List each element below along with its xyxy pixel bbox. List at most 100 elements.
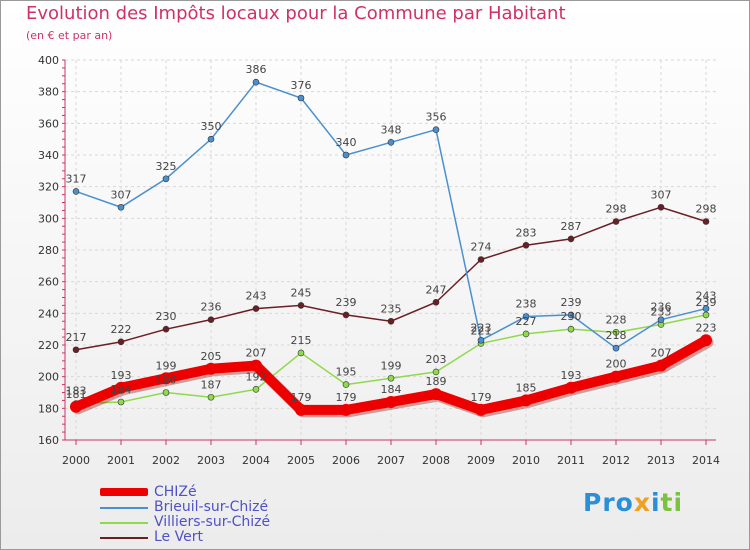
point-le-vert-2007	[387, 317, 395, 325]
x-tick-label-2007: 2007	[377, 454, 405, 467]
data-label-le-vert-2000: 217	[66, 331, 87, 344]
point-chize-2000	[70, 400, 82, 413]
legend-swatch-villiers	[100, 522, 148, 524]
x-tick-label-2004: 2004	[242, 454, 270, 467]
data-label-le-vert-2001: 222	[111, 323, 132, 336]
data-label-chize-2009: 179	[471, 391, 492, 404]
data-label-chize-2008: 189	[426, 375, 447, 388]
data-label-chize-2004: 207	[246, 347, 267, 360]
data-label-brieuil-sur-chize-2001: 307	[111, 188, 132, 201]
data-label-chize-2005: 179	[291, 391, 312, 404]
point-chize-2012	[610, 370, 622, 383]
series-le-vert	[72, 203, 710, 354]
point-chize-2005	[295, 403, 307, 416]
point-brieuil-sur-chize-2000	[72, 188, 80, 195]
x-tick-label-2002: 2002	[152, 454, 180, 467]
y-tick-label-200: 200	[38, 371, 59, 384]
point-le-vert-2010	[522, 241, 530, 249]
point-villiers-sur-chize-2006	[342, 381, 350, 388]
data-label-chize-2011: 193	[561, 369, 582, 382]
data-label-le-vert-2007: 235	[381, 302, 402, 315]
point-brieuil-sur-chize-2006	[342, 151, 350, 159]
point-chize-2014	[700, 334, 712, 347]
point-chize-2010	[520, 394, 532, 407]
data-label-chize-2013: 207	[651, 347, 672, 360]
x-tick-label-2012: 2012	[602, 454, 630, 467]
data-label-chize-2003: 205	[201, 350, 222, 363]
data-label-villiers-sur-chize-2010: 227	[516, 315, 537, 328]
point-chize-2009	[475, 403, 487, 416]
point-villiers-sur-chize-2010	[522, 330, 530, 338]
data-label-le-vert-2011: 287	[561, 220, 582, 233]
point-le-vert-2012	[612, 218, 620, 225]
data-label-villiers-sur-chize-2012: 228	[606, 313, 627, 326]
point-le-vert-2009	[477, 256, 485, 263]
point-le-vert-2013	[657, 203, 665, 211]
data-label-villiers-sur-chize-2002: 190	[156, 374, 177, 387]
point-villiers-sur-chize-2011	[567, 325, 575, 333]
legend-swatch-le-vert	[100, 537, 148, 539]
point-chize-2004	[250, 359, 262, 372]
point-villiers-sur-chize-2007	[387, 374, 395, 382]
data-label-brieuil-sur-chize-2009: 223	[471, 321, 492, 334]
x-tick-label-2011: 2011	[557, 454, 585, 467]
data-label-le-vert-2003: 236	[201, 301, 222, 314]
data-label-brieuil-sur-chize-2013: 236	[651, 301, 672, 314]
legend-label-brieuil: Brieuil-sur-Chizé	[154, 499, 269, 515]
y-tick-label-160: 160	[38, 434, 59, 447]
x-tick-label-2014: 2014	[692, 454, 720, 467]
data-label-le-vert-2012: 298	[606, 203, 627, 216]
data-label-villiers-sur-chize-2009: 221	[471, 324, 492, 337]
point-brieuil-sur-chize-2014	[702, 305, 710, 312]
legend-label-chize: CHIZé	[154, 484, 197, 500]
point-villiers-sur-chize-2008	[432, 368, 440, 376]
y-tick-label-260: 260	[38, 276, 59, 289]
x-tick-label-2001: 2001	[107, 454, 135, 467]
data-label-chize-2006: 179	[336, 391, 357, 404]
data-label-brieuil-sur-chize-2003: 350	[201, 120, 222, 133]
point-le-vert-2004	[252, 305, 260, 312]
point-le-vert-2000	[72, 346, 80, 354]
data-label-villiers-sur-chize-2011: 230	[561, 310, 582, 323]
proxiti-logo: Proxiti	[583, 488, 684, 517]
data-label-le-vert-2013: 307	[651, 188, 672, 201]
point-brieuil-sur-chize-2009	[477, 336, 485, 344]
y-tick-label-400: 400	[38, 54, 59, 67]
data-label-brieuil-sur-chize-2010: 238	[516, 298, 537, 311]
point-le-vert-2003	[207, 316, 215, 323]
data-label-villiers-sur-chize-2005: 215	[291, 334, 312, 347]
y-tick-label-320: 320	[38, 181, 59, 194]
point-chize-2013	[655, 359, 667, 372]
point-chize-2011	[565, 381, 577, 394]
y-tick-label-240: 240	[38, 307, 59, 320]
y-tick-label-360: 360	[38, 117, 59, 130]
line-chart: 160 180 200 220 240 260 280 300 320 340 360 380 400 2…	[38, 54, 720, 467]
series-chize	[70, 334, 714, 418]
point-villiers-sur-chize-2002	[162, 389, 170, 396]
point-villiers-sur-chize-2004	[252, 386, 260, 393]
x-tick-label-2005: 2005	[287, 454, 315, 467]
point-le-vert-2005	[297, 302, 305, 309]
data-label-villiers-sur-chize-2000: 183	[66, 385, 87, 398]
data-label-villiers-sur-chize-2004: 192	[246, 370, 267, 383]
y-tick-label-300: 300	[38, 212, 59, 225]
data-label-chize-2001: 193	[111, 369, 132, 382]
data-label-brieuil-sur-chize-2011: 239	[561, 296, 582, 309]
data-label-chize-2010: 185	[516, 381, 537, 394]
point-brieuil-sur-chize-2011	[567, 311, 575, 319]
data-label-villiers-sur-chize-2001: 184	[111, 383, 132, 396]
point-villiers-sur-chize-2014	[702, 311, 710, 319]
data-label-le-vert-2006: 239	[336, 296, 357, 309]
x-tick-label-2000: 2000	[62, 454, 90, 467]
y-tick-label-280: 280	[38, 244, 59, 257]
x-tick-label-2003: 2003	[197, 454, 225, 467]
legend-label-le-vert: Le Vert	[154, 529, 203, 545]
data-label-chize-2014: 223	[696, 321, 717, 334]
y-tick-label-220: 220	[38, 339, 59, 352]
point-le-vert-2011	[567, 235, 575, 243]
point-brieuil-sur-chize-2005	[297, 94, 305, 102]
x-tick-label-2008: 2008	[422, 454, 450, 467]
data-label-le-vert-2002: 230	[156, 310, 177, 323]
data-label-villiers-sur-chize-2014: 239	[696, 296, 717, 309]
data-label-le-vert-2005: 245	[291, 286, 312, 299]
